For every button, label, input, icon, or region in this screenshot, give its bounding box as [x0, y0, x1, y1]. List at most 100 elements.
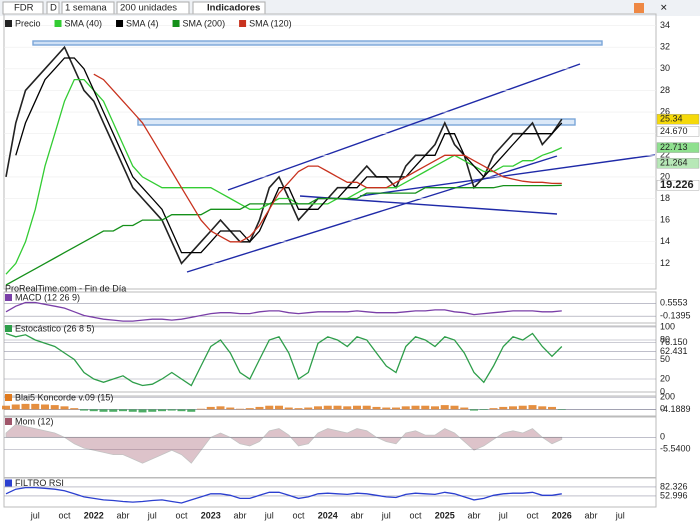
x-tick-label: oct: [175, 510, 188, 520]
bar: [41, 404, 49, 410]
panel: [3, 13, 657, 290]
y-tick-label: 52.996: [660, 490, 688, 500]
panel: [3, 391, 657, 418]
value-badge: [656, 180, 700, 191]
bar: [421, 405, 430, 410]
x-tick-label: 2024: [318, 510, 338, 520]
zone: [137, 118, 576, 126]
panel-title: Blai5 Koncorde v.09 (15): [15, 392, 113, 402]
y-tick-label: 18: [660, 193, 670, 203]
series-line: [5, 184, 562, 286]
y-tick-label: 0.5553: [660, 298, 688, 308]
bar: [353, 405, 361, 410]
bar: [275, 405, 283, 410]
y-tick-label: 34: [660, 20, 670, 30]
y-tick-label: 20: [660, 171, 670, 181]
x-tick-label: oct: [526, 510, 539, 520]
x-tick-label: jul: [615, 510, 625, 520]
panel-title: FILTRO RSI: [15, 478, 64, 488]
x-tick-label: abr: [350, 510, 363, 520]
bar: [362, 405, 371, 410]
bar: [509, 406, 517, 410]
x-tick-label: oct: [292, 510, 305, 520]
bar: [177, 409, 186, 412]
zone: [32, 40, 603, 46]
y-tick-label: 100: [660, 321, 675, 331]
legend-swatch: [5, 20, 12, 27]
bar: [265, 405, 274, 410]
bar: [470, 409, 478, 411]
bar: [119, 409, 127, 412]
panel-icon: [5, 394, 12, 401]
value-label: 19.226: [660, 179, 694, 191]
bar: [284, 407, 293, 410]
x-tick-label: abr: [116, 510, 129, 520]
bar: [31, 403, 40, 410]
value-badge: [656, 113, 700, 125]
toolbar: FDR D 1 semana 200 unidades Indicadores …: [0, 0, 700, 16]
bar: [294, 408, 303, 410]
bar: [236, 408, 244, 410]
bar: [187, 409, 196, 412]
symbol[interactable]: FDR: [14, 3, 34, 14]
y-tick-label: 20: [660, 373, 670, 383]
bar: [528, 405, 537, 410]
panel-icon: [5, 325, 12, 332]
alert-icon[interactable]: [634, 3, 644, 13]
x-tick-label: jul: [30, 510, 40, 520]
bar: [128, 409, 137, 412]
period[interactable]: D: [50, 3, 57, 14]
bar: [323, 405, 332, 410]
bar: [401, 406, 410, 410]
bar: [450, 405, 459, 410]
close-icon[interactable]: ✕: [660, 2, 668, 12]
legend-label: SMA (200): [183, 18, 226, 28]
drawings: [32, 40, 656, 273]
y-tick-label: 0: [660, 404, 665, 414]
bar: [489, 408, 498, 410]
y-tick-label: 0: [660, 432, 665, 442]
bar: [518, 405, 527, 410]
legend-swatch: [239, 20, 247, 27]
units[interactable]: 200 unidades: [120, 3, 177, 14]
x-tick-label: 2025: [435, 510, 455, 520]
value-badge: [656, 142, 700, 153]
bar: [60, 406, 69, 410]
y-tick-label: 200: [660, 392, 675, 402]
x-tick-label: jul: [498, 510, 508, 520]
x-tick-label: abr: [467, 510, 480, 520]
indicators[interactable]: Indicadores: [207, 3, 260, 14]
bar: [167, 409, 176, 411]
series-line: [93, 73, 562, 243]
bar: [11, 404, 20, 410]
bar: [206, 406, 215, 410]
x-tick-label: oct: [58, 510, 71, 520]
x-tick-label: oct: [409, 510, 422, 520]
y-tick-label: 12: [660, 258, 670, 268]
series-line: [5, 486, 562, 504]
value-badge: [656, 126, 700, 137]
x-tick-label: abr: [233, 510, 246, 520]
trendline: [359, 154, 656, 197]
bar: [392, 407, 400, 410]
bar: [548, 406, 556, 410]
bar: [80, 409, 88, 411]
bar: [245, 408, 254, 410]
y-tick-label: -5.5400: [660, 444, 691, 454]
y-tick-label: 76.150: [660, 337, 688, 347]
y-tick-label: 80: [660, 334, 670, 344]
x-tick-label: 2026: [552, 510, 572, 520]
series-line: [5, 332, 563, 387]
interval[interactable]: 1 semana: [65, 3, 107, 14]
y-tick-label: 22: [660, 150, 670, 160]
y-tick-label: 62.431: [660, 346, 688, 356]
bar: [99, 409, 108, 412]
bar: [479, 409, 488, 410]
bar: [138, 409, 147, 413]
value-label: 21.264: [660, 158, 688, 168]
panel: [3, 477, 657, 508]
y-tick-label: 0: [660, 386, 665, 396]
series-line: [15, 57, 563, 254]
bar: [431, 406, 439, 410]
